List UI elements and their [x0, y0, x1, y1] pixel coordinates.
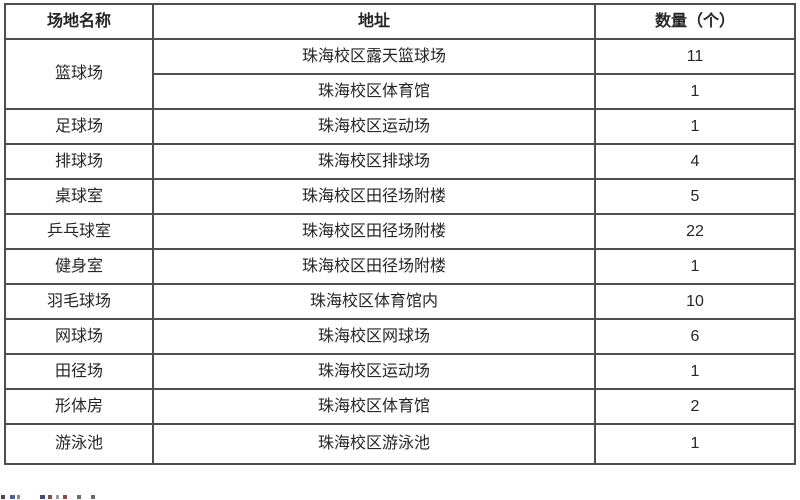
address-cell: 珠海校区体育馆	[152, 388, 596, 425]
count-cell: 10	[594, 283, 796, 320]
count-cell: 1	[594, 353, 796, 390]
count-cell: 4	[594, 143, 796, 180]
clipped-character-fragment	[48, 495, 52, 499]
table-row: 足球场 珠海校区运动场 1	[4, 108, 796, 145]
table-row: 形体房 珠海校区体育馆 2	[4, 388, 796, 425]
clipped-character-fragment	[17, 495, 20, 499]
table-row: 田径场 珠海校区运动场 1	[4, 353, 796, 390]
header-venue-name: 场地名称	[4, 3, 154, 40]
clipped-text-fragments	[0, 495, 200, 500]
count-cell: 1	[594, 73, 796, 110]
address-cell: 珠海校区运动场	[152, 108, 596, 145]
clipped-character-fragment	[40, 495, 45, 499]
address-cell: 珠海校区露天篮球场	[152, 38, 596, 75]
venue-cell: 足球场	[4, 108, 154, 145]
table-row: 桌球室 珠海校区田径场附楼 5	[4, 178, 796, 215]
venue-cell: 羽毛球场	[4, 283, 154, 320]
venue-cell: 形体房	[4, 388, 154, 425]
clipped-character-fragment	[63, 495, 67, 499]
address-cell: 珠海校区田径场附楼	[152, 178, 596, 215]
address-cell: 珠海校区体育馆内	[152, 283, 596, 320]
address-cell: 珠海校区体育馆	[152, 73, 596, 110]
venue-cell: 网球场	[4, 318, 154, 355]
count-cell: 1	[594, 108, 796, 145]
clipped-character-fragment	[91, 495, 95, 499]
address-cell: 珠海校区运动场	[152, 353, 596, 390]
venue-cell: 排球场	[4, 143, 154, 180]
table-row: 羽毛球场 珠海校区体育馆内 10	[4, 283, 796, 320]
count-cell: 5	[594, 178, 796, 215]
table-row: 健身室 珠海校区田径场附楼 1	[4, 248, 796, 285]
clipped-character-fragment	[56, 495, 59, 499]
header-count: 数量（个）	[594, 3, 796, 40]
clipped-character-fragment	[10, 495, 15, 499]
count-cell: 2	[594, 388, 796, 425]
address-cell: 珠海校区田径场附楼	[152, 213, 596, 250]
venue-cell: 桌球室	[4, 178, 154, 215]
address-cell: 珠海校区排球场	[152, 143, 596, 180]
table-row: 篮球场 珠海校区露天篮球场 11	[4, 38, 796, 110]
address-cell: 珠海校区田径场附楼	[152, 248, 596, 285]
count-cell: 1	[594, 423, 796, 465]
facilities-table: 场地名称 地址 数量（个） 篮球场 珠海校区露天篮球场 11 珠海校区体育馆 1 足球场珠…	[4, 3, 796, 465]
venue-cell: 篮球场	[4, 38, 154, 110]
clipped-character-fragment	[77, 495, 81, 499]
address-cell: 珠海校区游泳池	[152, 423, 596, 465]
header-address: 地址	[152, 3, 596, 40]
venue-cell: 乒乓球室	[4, 213, 154, 250]
count-cell: 1	[594, 248, 796, 285]
table-row: 乒乓球室 珠海校区田径场附楼 22	[4, 213, 796, 250]
table-row: 网球场 珠海校区网球场 6	[4, 318, 796, 355]
venue-cell: 游泳池	[4, 423, 154, 465]
venue-cell: 田径场	[4, 353, 154, 390]
table-row: 游泳池 珠海校区游泳池 1	[4, 423, 796, 465]
count-cell: 6	[594, 318, 796, 355]
table-row: 珠海校区体育馆 1	[5, 73, 796, 110]
header-row: 场地名称 地址 数量（个）	[4, 3, 796, 40]
clipped-character-fragment	[1, 495, 5, 499]
count-cell: 11	[594, 38, 796, 75]
count-cell: 22	[594, 213, 796, 250]
address-cell: 珠海校区网球场	[152, 318, 596, 355]
venue-cell: 健身室	[4, 248, 154, 285]
table-body: 篮球场 珠海校区露天篮球场 11 珠海校区体育馆 1 足球场 珠海校区运动场 1 排球场 珠海校区…	[4, 38, 796, 465]
table-row: 排球场 珠海校区排球场 4	[4, 143, 796, 180]
